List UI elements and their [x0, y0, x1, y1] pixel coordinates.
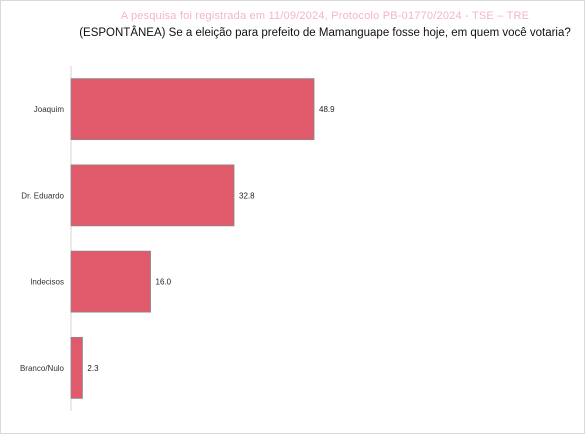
category-label: Branco/Nulo: [20, 364, 65, 373]
value-label: 2.3: [87, 364, 99, 373]
bar-branco-nulo: [70, 336, 83, 399]
chart-title: (ESPONTÂNEA) Se a eleição para prefeito …: [79, 27, 571, 39]
category-label: Joaquim: [34, 105, 65, 114]
category-label: Indecisos: [30, 278, 64, 287]
category-label: Dr. Eduardo: [21, 191, 64, 200]
registration-note: A pesquisa foi registrada em 11/09/2024,…: [120, 10, 530, 22]
value-label: 48.9: [319, 105, 335, 114]
value-label: 16.0: [156, 278, 172, 287]
bar-joaquim: [70, 78, 315, 141]
bar-indecisos: [70, 250, 151, 313]
bar-dr-eduardo: [70, 164, 235, 227]
value-label: 32.8: [239, 191, 255, 200]
